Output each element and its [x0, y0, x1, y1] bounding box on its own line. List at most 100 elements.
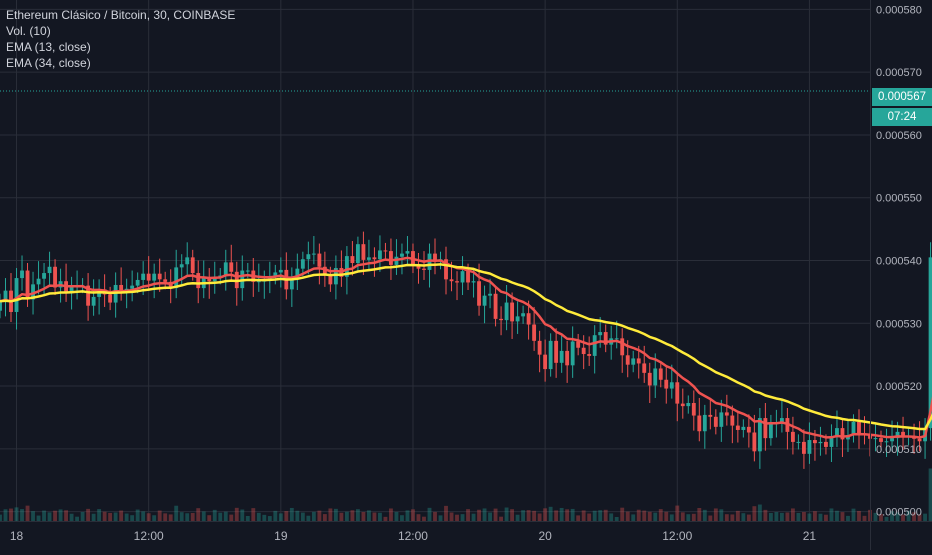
- volume-bar: [647, 511, 652, 521]
- volume-bar: [686, 514, 691, 521]
- volume-bar: [779, 512, 784, 521]
- candle-body: [361, 244, 366, 260]
- volume-bar: [824, 514, 828, 521]
- candle-body: [636, 358, 641, 364]
- volume-bar: [444, 505, 448, 521]
- volume-bar: [0, 514, 2, 521]
- candle-body: [86, 285, 91, 306]
- candle-body: [157, 273, 162, 280]
- volume-bar: [614, 517, 619, 521]
- volume-bar: [702, 509, 707, 521]
- candle-body: [565, 350, 570, 366]
- legend-ema34[interactable]: EMA (34, close): [6, 56, 91, 70]
- volume-bar: [493, 508, 498, 521]
- volume-bar: [471, 513, 476, 521]
- candle-body: [400, 253, 404, 257]
- candle-body: [675, 382, 680, 404]
- candle-body: [174, 267, 179, 289]
- volume-bar: [576, 515, 581, 521]
- volume-bar: [163, 513, 168, 521]
- candle-body: [366, 257, 371, 260]
- candle-body: [223, 262, 228, 276]
- volume-bar: [455, 514, 459, 521]
- volume-bar: [801, 511, 806, 521]
- candle-body: [378, 250, 382, 260]
- candle-body: [433, 253, 437, 262]
- candle-body: [185, 257, 190, 265]
- volume-bar: [488, 512, 492, 521]
- volume-bar: [928, 468, 932, 521]
- volume-bar: [466, 509, 470, 521]
- candle-body: [801, 441, 806, 454]
- volume-bar: [223, 511, 228, 521]
- candle-body: [449, 279, 454, 282]
- candle-body: [895, 431, 900, 439]
- candle-body: [0, 301, 2, 311]
- volume-bar: [846, 515, 850, 521]
- volume-bar: [570, 508, 575, 521]
- volume-bar: [653, 512, 658, 521]
- legend-ema13[interactable]: EMA (13, close): [6, 40, 91, 54]
- candle-body: [25, 270, 30, 300]
- candle-body: [207, 278, 212, 282]
- volume-bar: [14, 507, 19, 521]
- volume-bar: [813, 511, 817, 521]
- volume-bar: [108, 512, 113, 521]
- candle-body: [724, 412, 729, 416]
- volume-bar: [47, 512, 52, 521]
- volume-bar: [394, 511, 399, 521]
- symbol-title[interactable]: Ethereum Clásico / Bitcoin, 30, COINBASE: [6, 8, 236, 22]
- volume-bar: [355, 509, 360, 521]
- volume-bar: [708, 515, 713, 521]
- volume-bar: [906, 510, 911, 521]
- candle-body: [416, 265, 421, 269]
- candle-body: [603, 332, 608, 345]
- y-tick-label: 0.000570: [876, 67, 922, 79]
- candle-body: [47, 266, 52, 274]
- y-tick-label: 0.000510: [876, 444, 922, 456]
- candle-body: [510, 302, 515, 322]
- candle-body: [757, 418, 762, 452]
- volume-bar: [510, 509, 515, 521]
- candle-body: [20, 270, 24, 279]
- candle-body: [735, 425, 740, 430]
- candle-body: [383, 250, 388, 252]
- volume-bar: [411, 509, 415, 521]
- candle-body: [31, 284, 35, 300]
- legend-volume[interactable]: Vol. (10): [6, 24, 51, 38]
- candle-body: [779, 418, 784, 423]
- volume-bar: [185, 513, 190, 521]
- volume-bar: [697, 508, 702, 521]
- candle-body: [702, 414, 707, 432]
- candle-body: [857, 421, 861, 434]
- candle-body: [658, 368, 663, 380]
- candle-body: [14, 278, 19, 312]
- candle-body: [928, 257, 932, 429]
- candle-body: [741, 426, 746, 430]
- volume-bar: [42, 510, 46, 521]
- candle-body: [901, 431, 905, 438]
- volume-bar: [251, 508, 256, 521]
- candle-body: [295, 268, 300, 278]
- countdown-badge: 07:24: [872, 108, 932, 126]
- volume-bar: [9, 508, 13, 521]
- candle-body: [548, 340, 553, 370]
- candle-body: [818, 441, 823, 444]
- candle-body: [300, 259, 305, 269]
- candle-body: [813, 440, 817, 444]
- candle-body: [196, 273, 201, 289]
- volume-bar: [69, 513, 74, 521]
- x-tick-label: 21: [803, 529, 817, 543]
- candle-body: [631, 358, 636, 365]
- volume-bar: [829, 508, 834, 521]
- volume-bar: [278, 513, 283, 521]
- candle-body: [130, 285, 135, 289]
- volume-bar: [273, 510, 278, 521]
- volume-bar: [631, 514, 636, 521]
- ema-line-13: [0, 256, 932, 439]
- candle-body: [768, 422, 773, 439]
- candle-body: [108, 294, 113, 303]
